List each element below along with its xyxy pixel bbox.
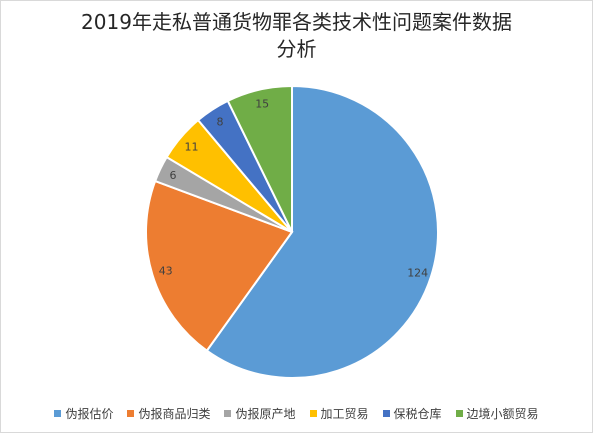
legend-label-5: 保税仓库 (393, 407, 442, 421)
legend-label-3: 伪报原产地 (235, 407, 296, 421)
legend-item-6: 边境小额贸易 (455, 405, 539, 422)
pie-slice-6 (226, 84, 293, 233)
legend-label-4: 加工贸易 (320, 407, 369, 421)
data-label-4: 11 (185, 140, 199, 153)
legend-swatch-6 (455, 410, 463, 417)
legend-item-2: 伪报商品归类 (127, 405, 210, 422)
legend-label-6: 边境小额贸易 (466, 407, 539, 421)
chart-title-line-1: 2019年走私普通货物罪各类技术性问题案件数据 (81, 10, 512, 34)
legend-item-4: 加工贸易 (309, 405, 369, 422)
chart-title: 2019年走私普通货物罪各类技术性问题案件数据 分析 (1, 9, 592, 63)
legend-label-1: 伪报估价 (65, 407, 114, 421)
pie-slices (145, 84, 439, 379)
legend-swatch-4 (309, 410, 317, 417)
data-label-6: 15 (255, 97, 269, 110)
pie-slice-2 (145, 179, 294, 353)
legend-label-2: 伪报商品归类 (138, 407, 211, 421)
data-label-1: 124 (407, 266, 428, 279)
pie-data-labels: 124 43 6 11 8 15 (159, 97, 429, 279)
legend-swatch-1 (54, 410, 62, 417)
data-label-2: 43 (159, 265, 173, 278)
data-label-5: 8 (217, 115, 224, 128)
chart-title-line-2: 分析 (276, 37, 317, 61)
legend-swatch-5 (382, 410, 390, 417)
legend-item-1: 伪报估价 (54, 405, 113, 422)
legend: 伪报估价 伪报商品归类 伪报原产地 加工贸易 保税仓库 边境小额贸易 (1, 405, 592, 422)
legend-item-5: 保税仓库 (382, 405, 442, 422)
legend-swatch-3 (224, 410, 232, 417)
data-label-3: 6 (170, 169, 177, 182)
pie-slice-1 (205, 84, 439, 379)
legend-swatch-2 (127, 410, 135, 417)
legend-item-3: 伪报原产地 (224, 405, 296, 422)
